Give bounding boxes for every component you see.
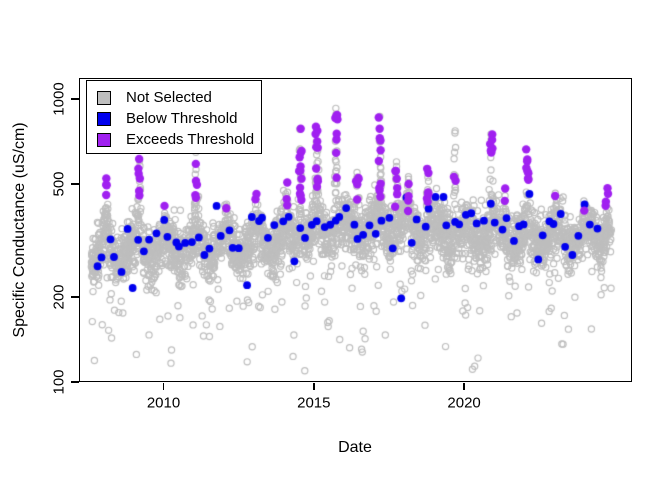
y-tick-label: 500: [50, 171, 68, 197]
below-threshold-swatch-icon: [97, 111, 111, 126]
y-axis-title: Specific Conductance (uS/cm): [11, 122, 28, 338]
y-tick-label: 200: [50, 284, 68, 310]
x-axis-title: Date: [338, 439, 372, 456]
y-tick-label: 1000: [50, 82, 68, 116]
x-tick-label: 2020: [447, 394, 481, 412]
x-tick-label: 2010: [146, 394, 181, 412]
not-selected-swatch-icon: [97, 90, 111, 105]
x-tick-mark: [162, 383, 165, 390]
y-tick-mark: [71, 296, 79, 298]
x-tick-mark: [313, 383, 315, 390]
legend-item-not-selected: Not Selected: [97, 87, 261, 108]
y-tick-mark: [71, 98, 79, 100]
legend-item-exceeds-threshold: Exceeds Threshold: [97, 129, 261, 150]
y-tick-mark: [71, 183, 79, 185]
x-tick-label: 2015: [297, 394, 331, 412]
y-tick-label: 100: [50, 369, 68, 395]
legend-label-not-selected: Not Selected: [126, 89, 212, 106]
exceeds-threshold-swatch-icon: [97, 132, 111, 147]
legend: Not Selected Below Threshold Exceeds Thr…: [86, 80, 262, 154]
y-tick-mark: [71, 381, 79, 383]
legend-item-below-threshold: Below Threshold: [97, 108, 261, 129]
legend-label-below-threshold: Below Threshold: [126, 110, 238, 127]
x-tick-mark: [463, 383, 465, 390]
legend-label-exceeds-threshold: Exceeds Threshold: [126, 131, 255, 148]
